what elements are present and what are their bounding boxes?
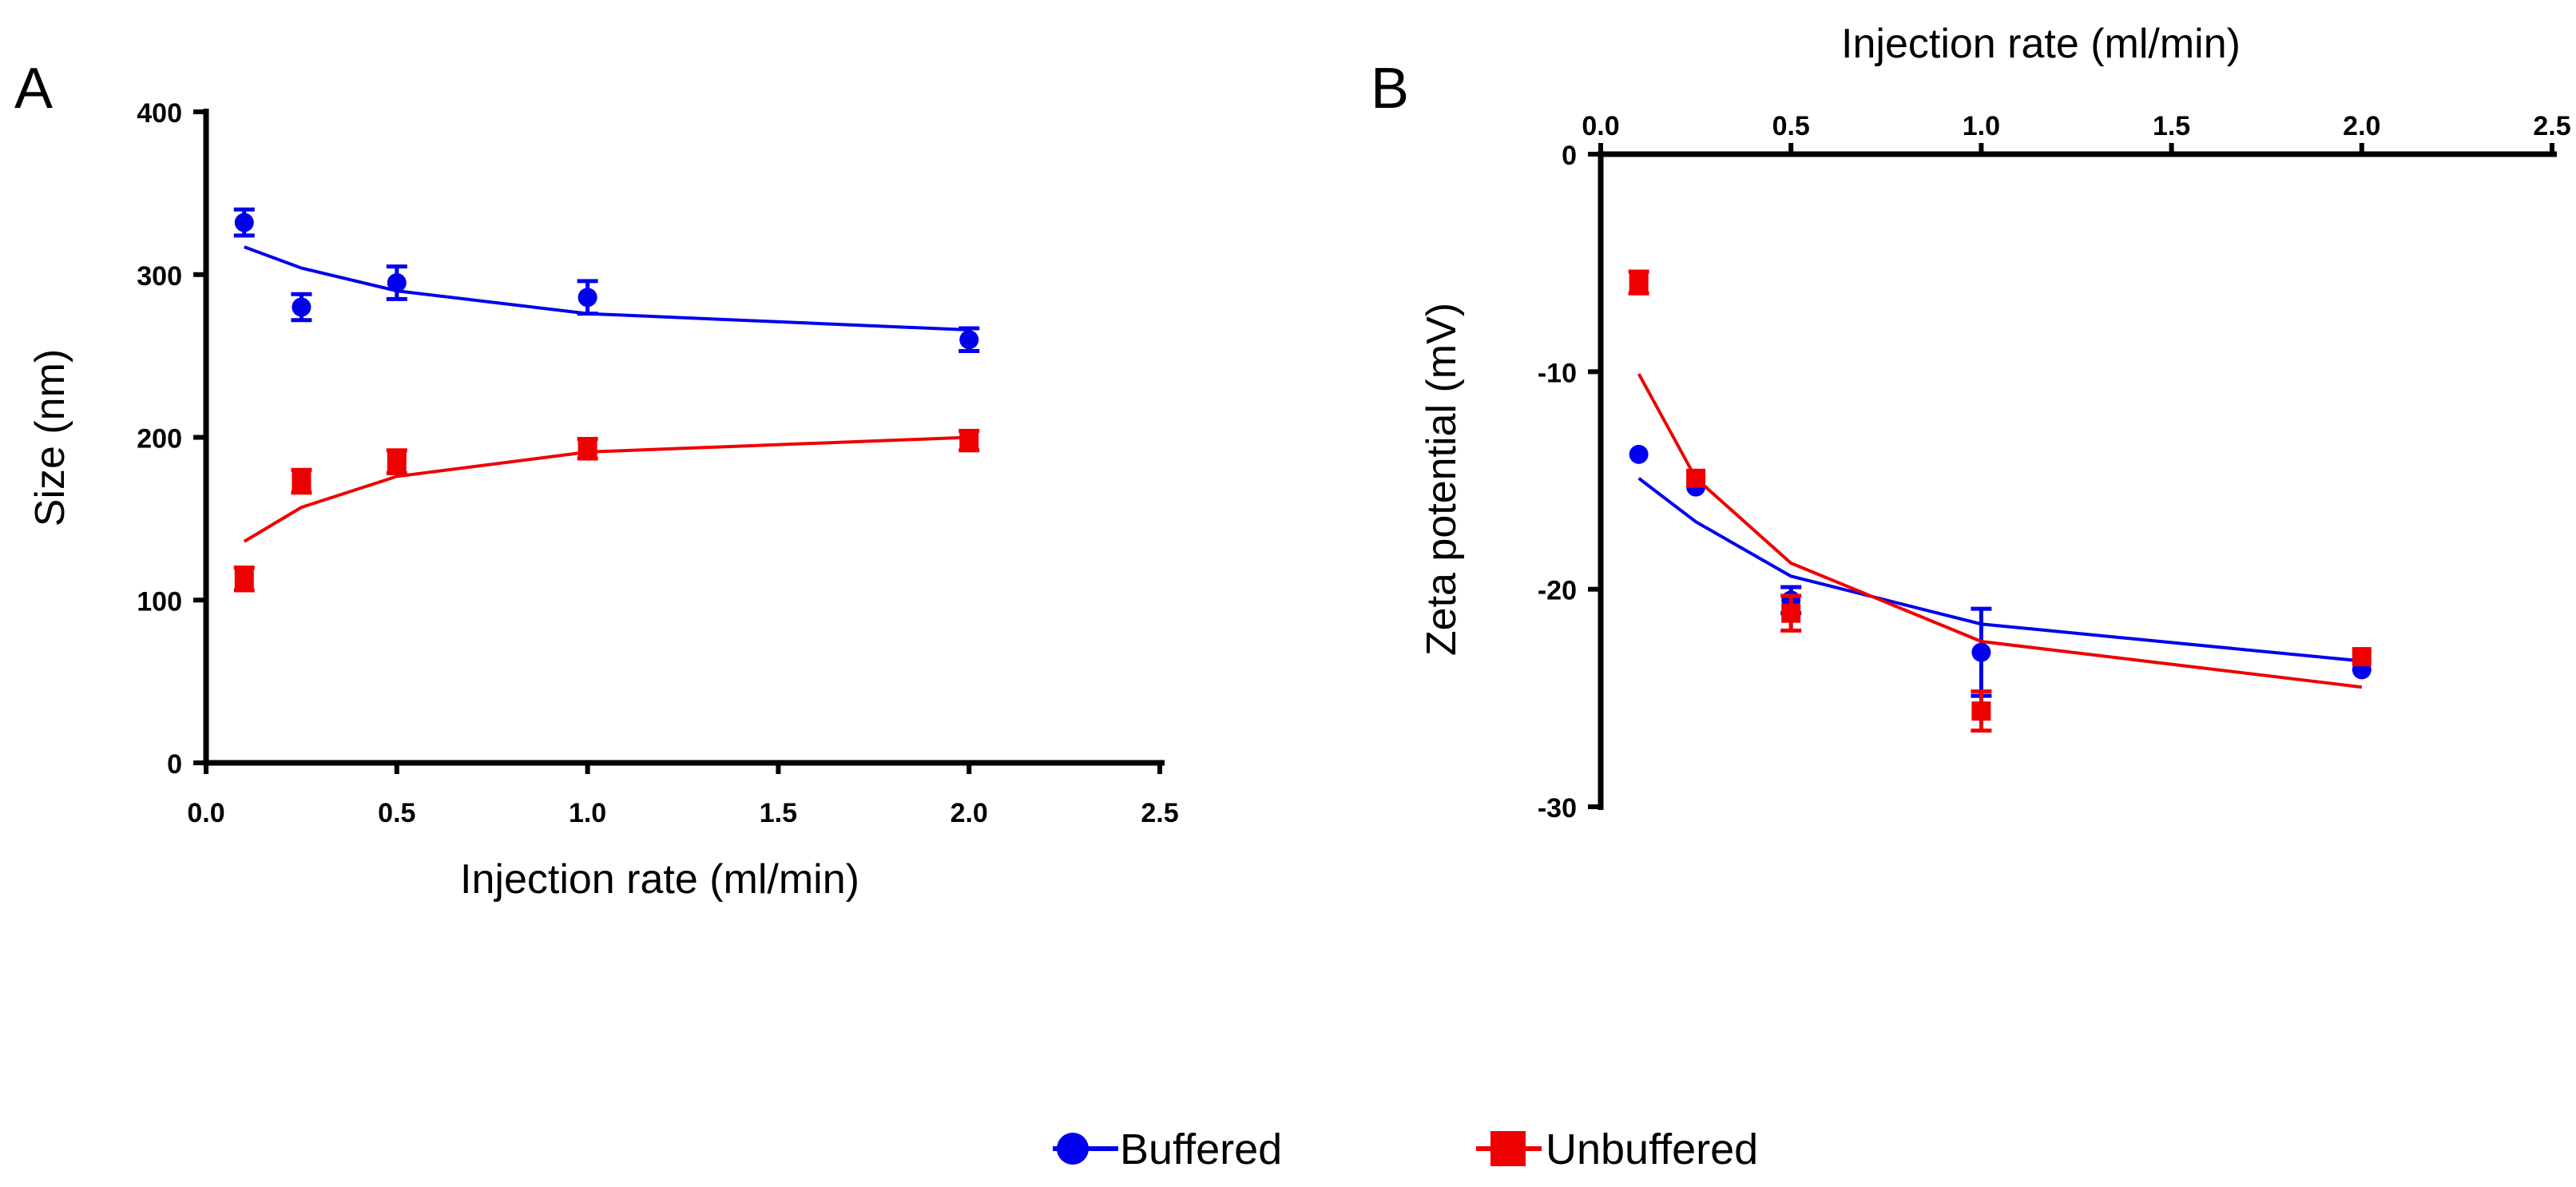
panel-b-buffered-point [1629, 444, 1649, 464]
panel-b-x-axis-label: Injection rate (ml/min) [1841, 21, 2241, 67]
panel-a-y-tick-label: 200 [137, 424, 182, 455]
panel-b-unbuffered-fit-line [1637, 373, 2363, 689]
panel-b-x-tick-label: 1.5 [2153, 111, 2190, 141]
panel-a-unbuffered-point [234, 569, 254, 589]
panel-a-unbuffered-point [578, 439, 597, 459]
panel-a-unbuffered-point [387, 452, 407, 472]
panel-a-x-axis-label: Injection rate (ml/min) [460, 856, 859, 903]
panel-b-unbuffered-point [2352, 647, 2372, 667]
panel-a-buffered-point [387, 272, 407, 292]
panel-a-buffered-point [959, 330, 979, 350]
panel-b-x-tick-label: 2.5 [2533, 111, 2570, 141]
panel-a-x-tick-label: 2.5 [1141, 798, 1178, 828]
panel-a-x-tick-label: 0.5 [378, 798, 415, 828]
panel-b-y-tick-label: -20 [1538, 576, 1577, 606]
panel-b-unbuffered-point [1629, 272, 1649, 292]
panel-a-buffered-point [234, 212, 254, 232]
panel-a-buffered-point [292, 297, 312, 317]
panel-a-buffered-fit-line [244, 245, 970, 332]
panel-a-letter: A [14, 57, 53, 121]
legend: Buffered Unbuffered [1053, 1125, 1758, 1173]
panel-a-unbuffered-fit-line [243, 435, 970, 543]
panel-a-x-tick-label: 0.0 [187, 798, 224, 828]
panel-a-x-tick-label: 1.0 [569, 798, 606, 828]
panel-b-y-tick-label: -10 [1538, 358, 1577, 388]
panel-b-unbuffered-point [1686, 468, 1706, 488]
panel-b-x-tick-label: 0.0 [1582, 111, 1619, 141]
panel-b-letter: B [1371, 57, 1409, 121]
legend-buffered-marker [1057, 1133, 1089, 1165]
panel-a-x-tick-label: 1.5 [760, 798, 797, 828]
panel-a-x-tick-label: 2.0 [951, 798, 988, 828]
panel-b-y-axis-label: Zeta potential (mV) [1419, 303, 1465, 656]
panel-a-y-tick-label: 100 [137, 586, 182, 617]
panel-a: A 0.0 0.5 1.0 1.5 2.0 2.5 0 100 200 300 400 Injecti… [14, 57, 1179, 903]
panel-a-y-tick-label: 0 [167, 749, 182, 780]
panel-a-y-axis-label: Size (nm) [27, 349, 73, 526]
panel-b-x-tick-label: 0.5 [1772, 111, 1810, 141]
panel-b-buffered-fit-line [1637, 477, 2362, 663]
panel-b-unbuffered-point [1781, 603, 1801, 623]
legend-unbuffered-label: Unbuffered [1546, 1125, 1758, 1173]
panel-a-y-tick-label: 300 [137, 261, 182, 292]
panel-b-y-tick-label: -30 [1538, 793, 1577, 824]
panel-b-x-tick-label: 2.0 [2343, 111, 2380, 141]
panel-b: B 0.0 0.5 1.0 1.5 2.0 2.5 0 -10 -20 -30 Injection … [1371, 21, 2571, 824]
legend-buffered-label: Buffered [1120, 1125, 1282, 1173]
panel-b-x-tick-label: 1.0 [1963, 111, 2000, 141]
panel-a-unbuffered-point [959, 431, 979, 451]
panel-a-y-tick-label: 400 [137, 98, 182, 129]
legend-unbuffered-marker [1490, 1131, 1526, 1166]
panel-b-buffered-point [1971, 642, 1991, 662]
panel-a-unbuffered-point [292, 471, 312, 491]
panel-b-unbuffered-point [1971, 701, 1991, 721]
panel-b-y-tick-label: 0 [1562, 141, 1577, 171]
panel-a-buffered-point [578, 288, 597, 308]
